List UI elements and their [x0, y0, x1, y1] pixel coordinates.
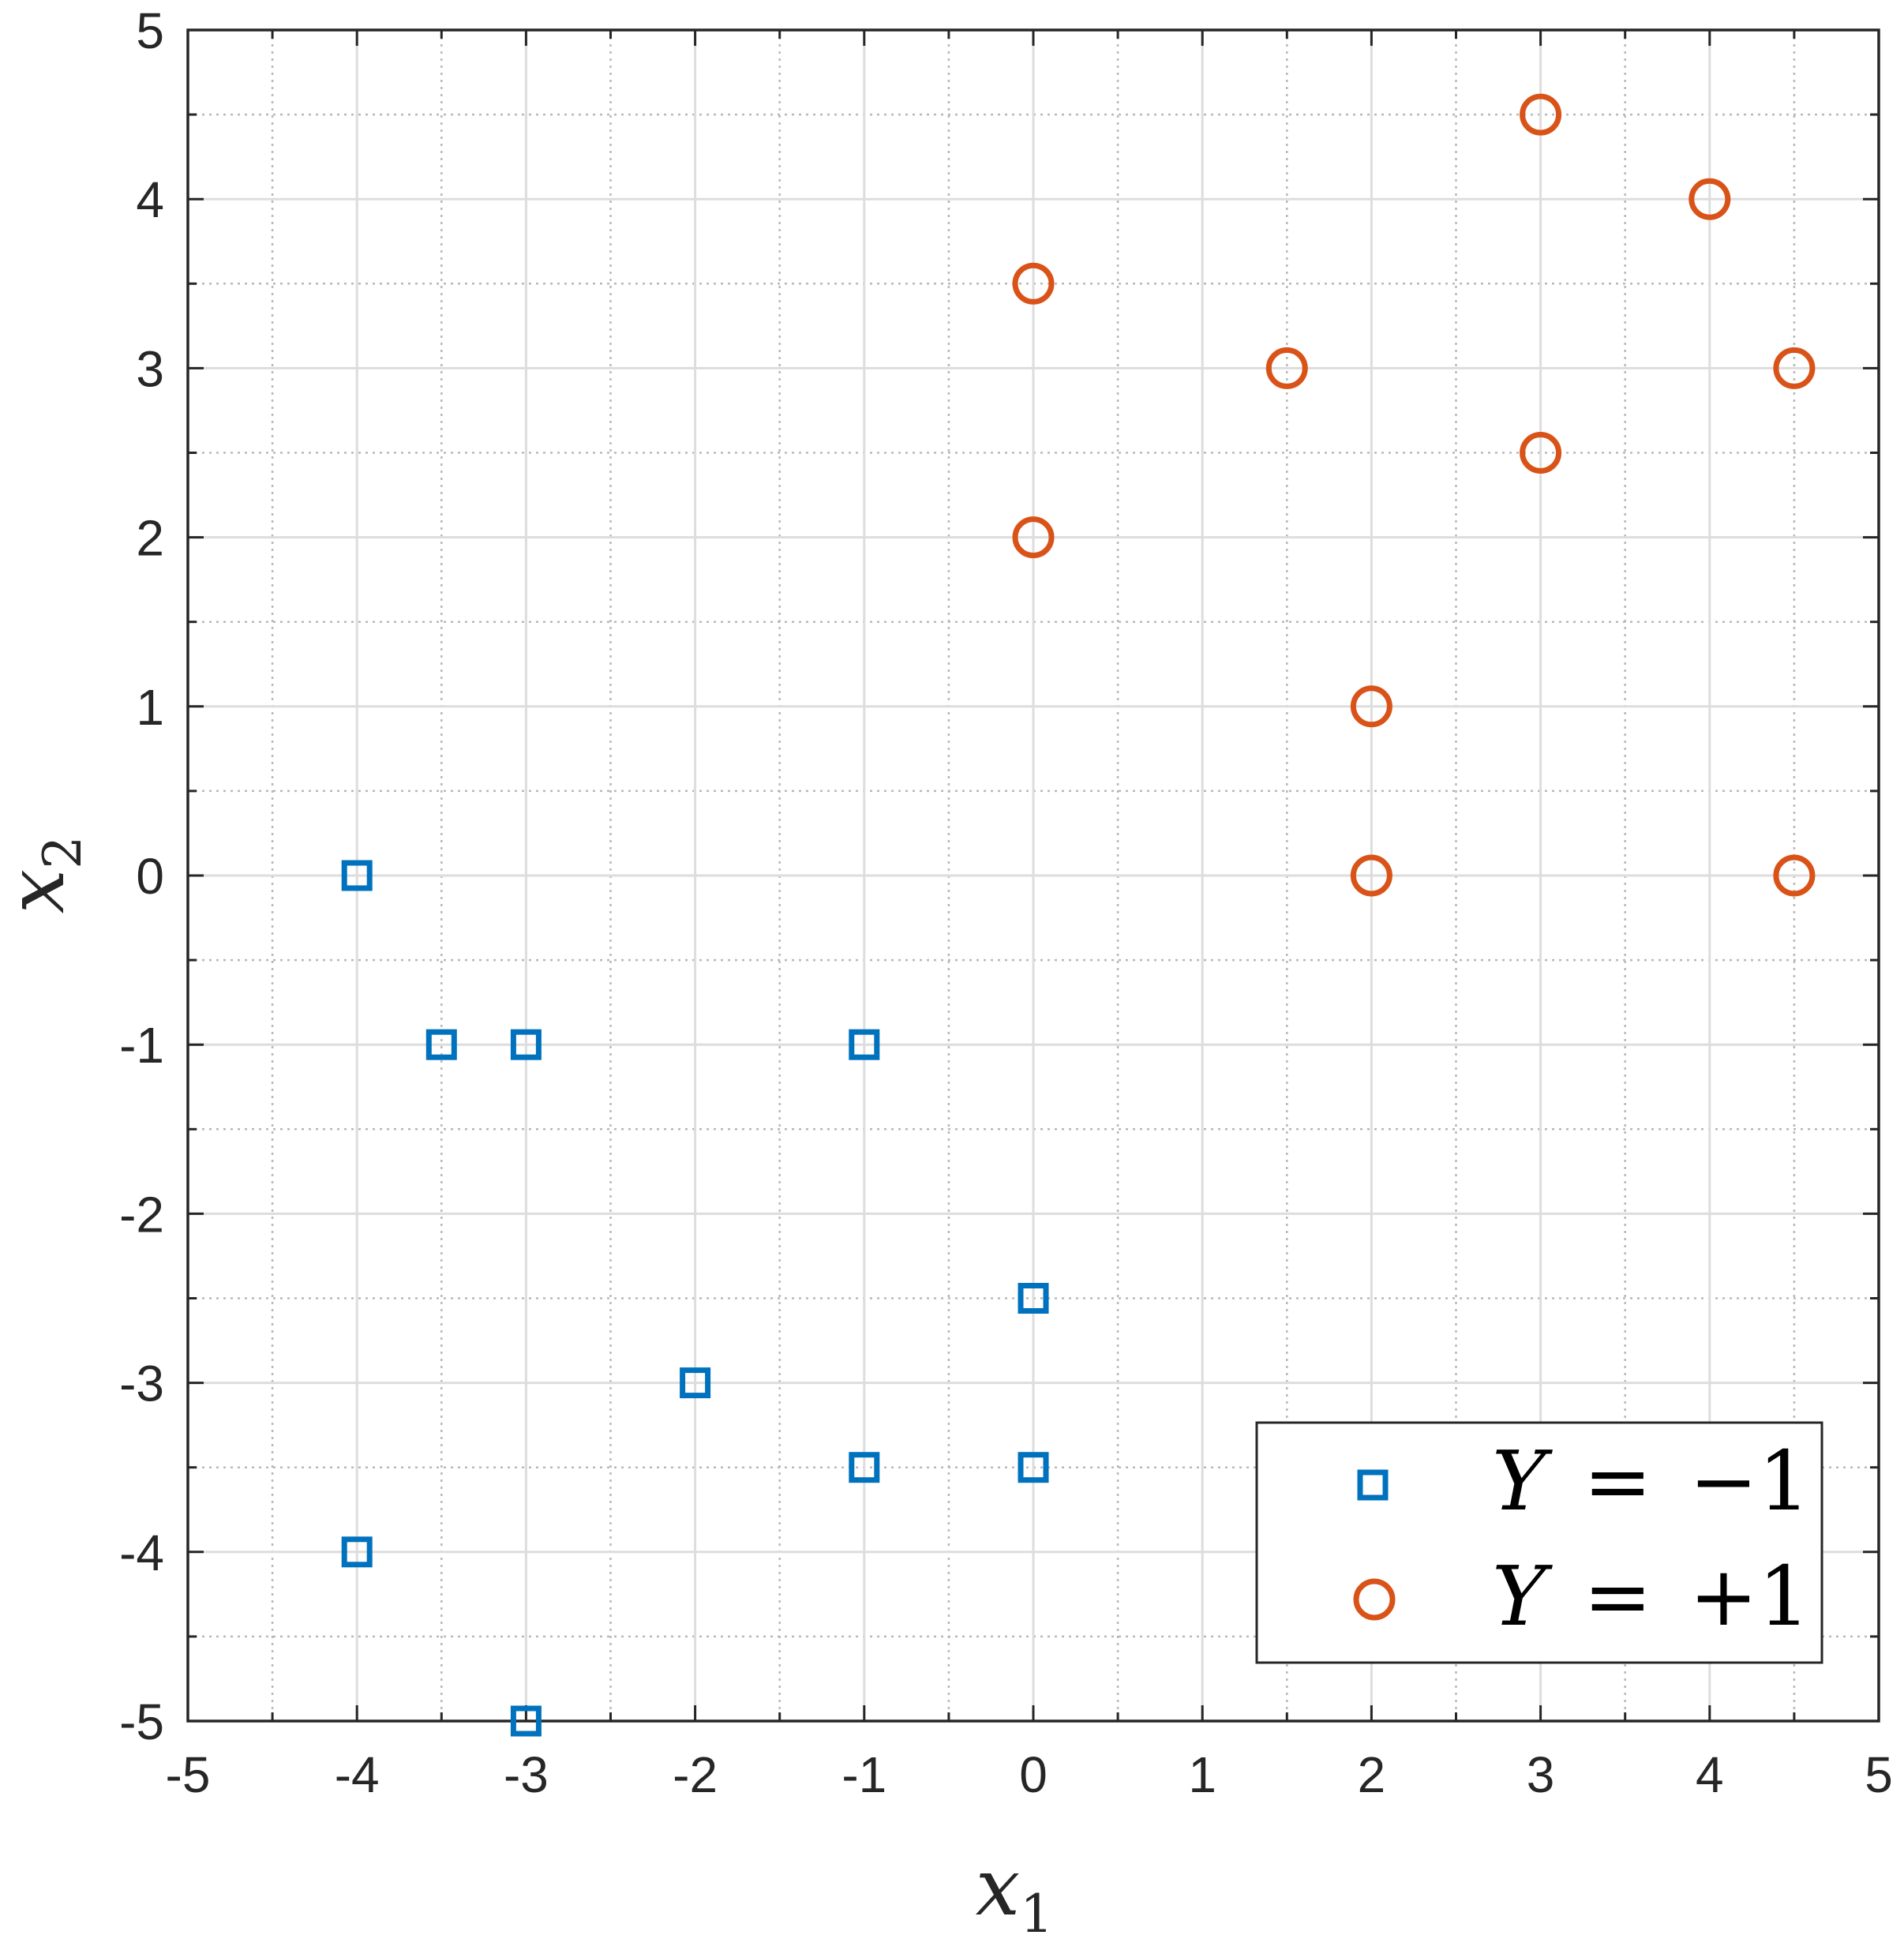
- square-marker: [1018, 1283, 1049, 1314]
- circle-marker: [1012, 516, 1055, 559]
- square-marker: [510, 1029, 542, 1060]
- series-negative: [341, 860, 1049, 1737]
- legend-positive-value: +1: [1689, 1548, 1810, 1644]
- circle-marker: [1688, 178, 1731, 220]
- y-tick-label: 0: [136, 848, 164, 905]
- x-tick-label: 2: [1358, 1746, 1386, 1803]
- legend-marker-square: [1357, 1469, 1389, 1501]
- legend: Y = −1 Y = +1: [1255, 1421, 1823, 1664]
- x-tick-label: 4: [1696, 1746, 1724, 1803]
- x-tick-label: 3: [1527, 1746, 1555, 1803]
- legend-box: [1255, 1421, 1823, 1664]
- legend-entry-positive: Y = +1: [1492, 1548, 1810, 1644]
- square-marker: [1018, 1452, 1049, 1483]
- y-tick-label: -5: [119, 1693, 164, 1750]
- circle-marker: [1773, 347, 1816, 389]
- y-tick-label: 1: [136, 679, 164, 736]
- y-tick-label: 2: [136, 510, 164, 567]
- circle-marker: [1520, 93, 1562, 136]
- y-axis-title-subscript: 2: [32, 836, 93, 869]
- circle-marker: [1520, 432, 1562, 474]
- x-tick-label: -2: [673, 1746, 718, 1803]
- x-axis-title-subscript: 1: [1020, 1884, 1053, 1935]
- x-tick-label: 5: [1865, 1746, 1893, 1803]
- square-marker: [341, 860, 373, 891]
- legend-negative-op: =: [1584, 1433, 1652, 1529]
- circle-marker: [1012, 262, 1055, 305]
- circle-marker: [1265, 347, 1308, 389]
- circle-marker: [1773, 854, 1816, 897]
- legend-marker-circle: [1353, 1578, 1396, 1621]
- y-tick-label: 4: [136, 171, 164, 228]
- square-marker: [849, 1029, 880, 1060]
- legend-positive-var: Y: [1492, 1548, 1553, 1644]
- square-marker: [680, 1367, 711, 1399]
- square-marker: [849, 1452, 880, 1483]
- x-tick-label: -1: [841, 1746, 886, 1803]
- legend-negative-var: Y: [1492, 1433, 1553, 1529]
- x-tick-label: 1: [1188, 1746, 1216, 1803]
- x-axis-title: x1: [976, 1841, 1053, 1935]
- y-tick-label: -3: [119, 1356, 164, 1412]
- x-tick-label: -3: [504, 1746, 549, 1803]
- x-tick-label: -4: [335, 1746, 380, 1803]
- legend-positive-op: =: [1584, 1548, 1652, 1644]
- y-tick-label: -2: [119, 1186, 164, 1243]
- series-positive: [1012, 93, 1816, 897]
- grid: [188, 30, 1879, 1721]
- y-tick-label: 3: [136, 340, 164, 397]
- legend-entry-negative: Y = −1: [1492, 1433, 1810, 1529]
- circle-marker: [1350, 854, 1392, 897]
- square-marker: [510, 1705, 542, 1737]
- y-axis-title-base: x: [0, 869, 82, 913]
- x-tick-label: 0: [1019, 1746, 1048, 1803]
- y-tick-label: -4: [119, 1524, 164, 1581]
- square-marker: [341, 1536, 373, 1568]
- legend-negative-value: −1: [1689, 1433, 1810, 1529]
- square-marker: [425, 1029, 457, 1060]
- y-tick-label: -1: [119, 1017, 164, 1074]
- x-tick-label: -5: [166, 1746, 211, 1803]
- axes: -5 -4 -3 -2 -1 0 1 2 3 4 5 -5 -4 -3 -2 -1 0 1 2 3 4 5: [119, 2, 1893, 1803]
- x-axis-title-base: x: [976, 1841, 1020, 1933]
- circle-marker: [1350, 685, 1392, 728]
- y-tick-label: 5: [136, 2, 164, 59]
- data-points: [341, 93, 1816, 1737]
- y-axis-title: x2: [0, 836, 93, 913]
